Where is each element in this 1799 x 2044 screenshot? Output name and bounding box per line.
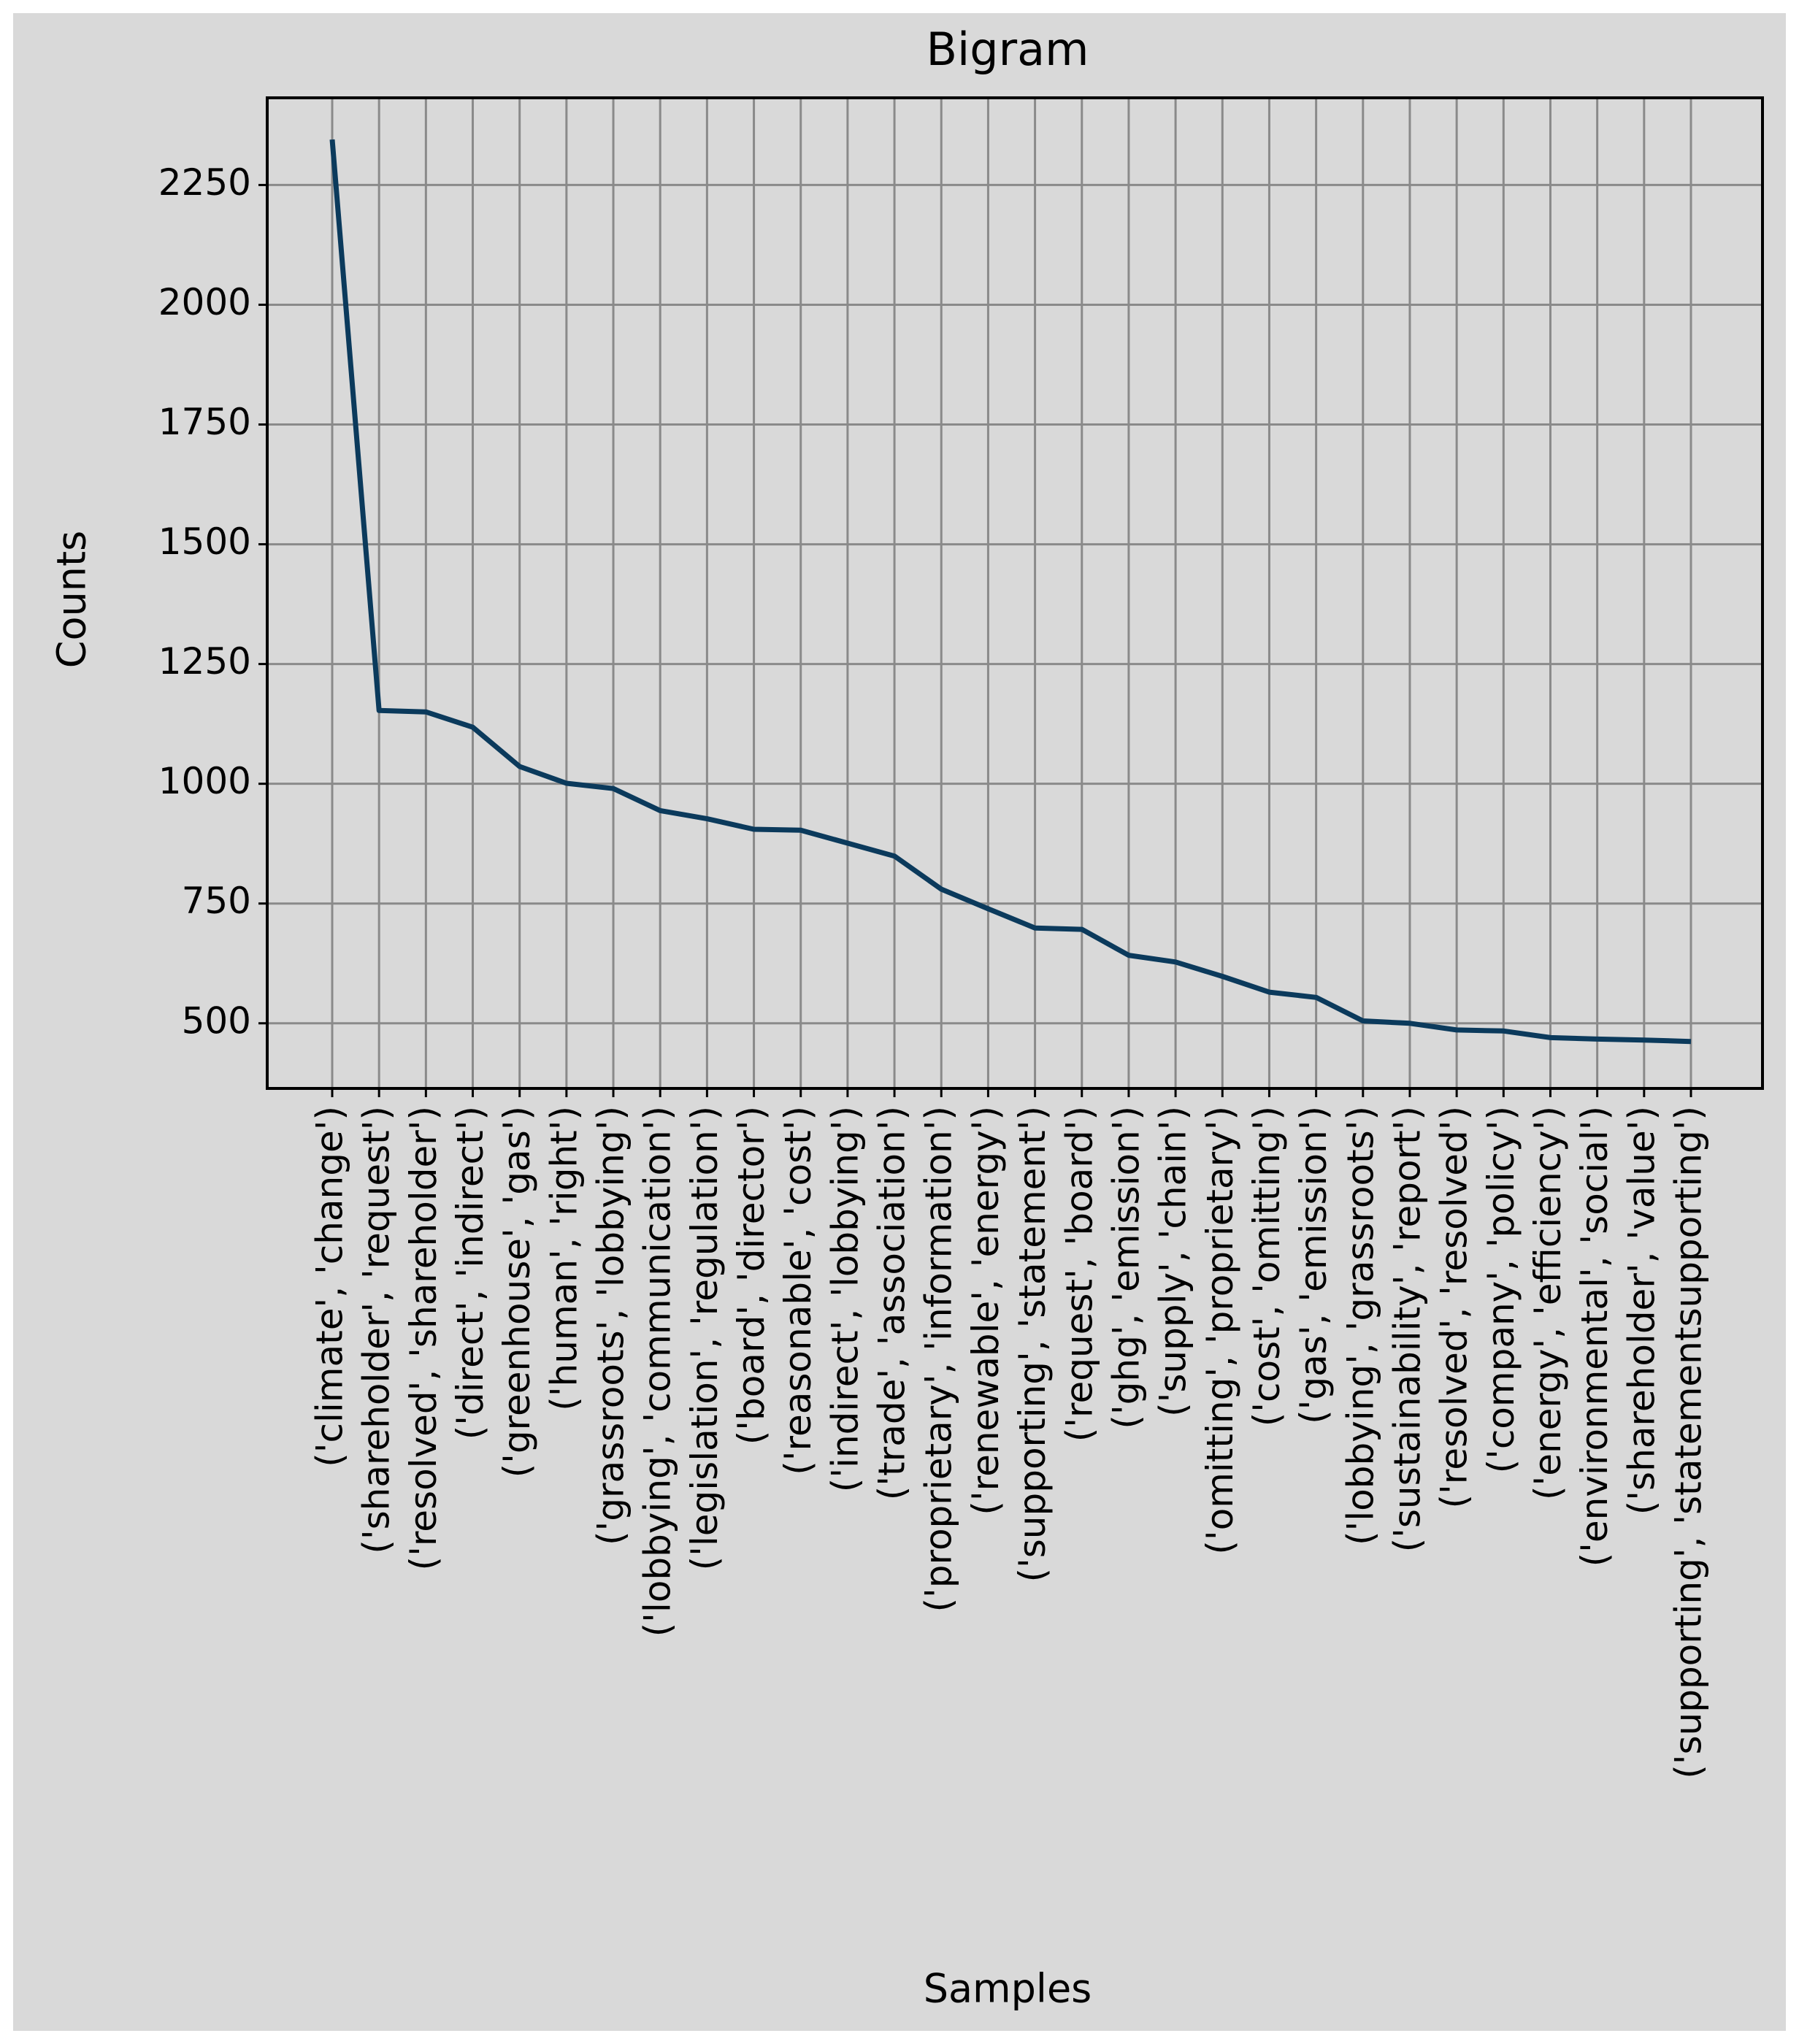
- x-tick-label: ('ghg', 'emission'): [1105, 1106, 1147, 1429]
- x-tick-label: ('company', 'policy'): [1480, 1106, 1522, 1473]
- data-line: [329, 139, 1692, 1045]
- x-tick-label: ('resolved', 'resolved'): [1433, 1106, 1476, 1508]
- plot-frame: [266, 96, 1764, 1090]
- x-tick-label: ('grassroots', 'lobbying'): [590, 1106, 632, 1545]
- x-tick-label: ('legislation', 'regulation'): [683, 1106, 726, 1570]
- x-tick-label: ('shareholder', 'value'): [1620, 1106, 1662, 1515]
- y-tick-label: 500: [182, 999, 251, 1042]
- x-tick-label: ('renewable', 'energy'): [964, 1106, 1007, 1515]
- x-tick-label: ('request', 'board'): [1058, 1106, 1100, 1442]
- x-axis-label: Samples: [924, 1966, 1092, 2012]
- x-tick-label: ('resolved', 'shareholder'): [402, 1106, 445, 1570]
- x-tick-label: ('proprietary', 'information'): [918, 1106, 960, 1612]
- x-tick-label: ('lobbying', 'communication'): [637, 1106, 679, 1637]
- x-tick-label: ('sustainability', 'report'): [1386, 1106, 1428, 1552]
- x-tick-label: ('direct', 'indirect'): [449, 1106, 491, 1440]
- x-tick-label: ('energy', 'efficiency'): [1527, 1106, 1569, 1500]
- grid: [267, 98, 1762, 1088]
- y-tick-label: 2000: [158, 281, 251, 323]
- y-tick-label: 1500: [158, 520, 251, 563]
- x-tick-label: ('trade', 'association'): [871, 1106, 913, 1500]
- plot: [329, 139, 1692, 1045]
- chart-title: Bigram: [927, 23, 1089, 76]
- x-tick-label: ('greenhouse', 'gas'): [496, 1106, 538, 1478]
- x-tick-label: ('lobbying', 'grassroots'): [1339, 1106, 1381, 1545]
- x-tick-label: ('reasonable', 'cost'): [777, 1106, 819, 1475]
- y-tick-label: 1750: [158, 401, 251, 443]
- x-tick-label: ('indirect', 'lobbying'): [824, 1106, 866, 1492]
- x-tick-label: ('supporting', 'statement'): [1011, 1106, 1054, 1583]
- x-tick-label: ('board', 'director'): [730, 1106, 772, 1445]
- x-tick-label: ('omitting', 'proprietary'): [1199, 1106, 1241, 1555]
- x-tick-label: ('cost', 'omitting'): [1246, 1106, 1288, 1426]
- x-tick-label: ('supporting', 'statementsupporting'): [1668, 1106, 1710, 1779]
- x-tick-label: ('environmental', 'social'): [1573, 1106, 1616, 1567]
- x-tick-label: ('gas', 'emission'): [1292, 1106, 1335, 1424]
- x-tick-label: ('shareholder', 'request'): [356, 1106, 398, 1554]
- x-tick-label: ('supply', 'chain'): [1152, 1106, 1194, 1417]
- y-tick-label: 1000: [158, 760, 251, 802]
- y-tick-label: 2250: [158, 161, 251, 204]
- x-tick-label: ('human', 'right'): [542, 1106, 585, 1411]
- x-tick-label: ('climate', 'change'): [309, 1106, 351, 1467]
- y-tick-label: 750: [182, 880, 251, 922]
- y-tick-label: 1250: [158, 640, 251, 683]
- y-axis-label: Counts: [49, 531, 95, 669]
- figure-background: [13, 13, 1786, 2031]
